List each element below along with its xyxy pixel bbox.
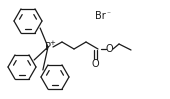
Text: O: O (105, 44, 113, 54)
Text: O: O (92, 59, 99, 69)
Text: +: + (50, 40, 55, 46)
Text: P: P (45, 42, 51, 52)
Text: ⁻: ⁻ (106, 10, 110, 19)
Text: Br: Br (95, 11, 106, 21)
